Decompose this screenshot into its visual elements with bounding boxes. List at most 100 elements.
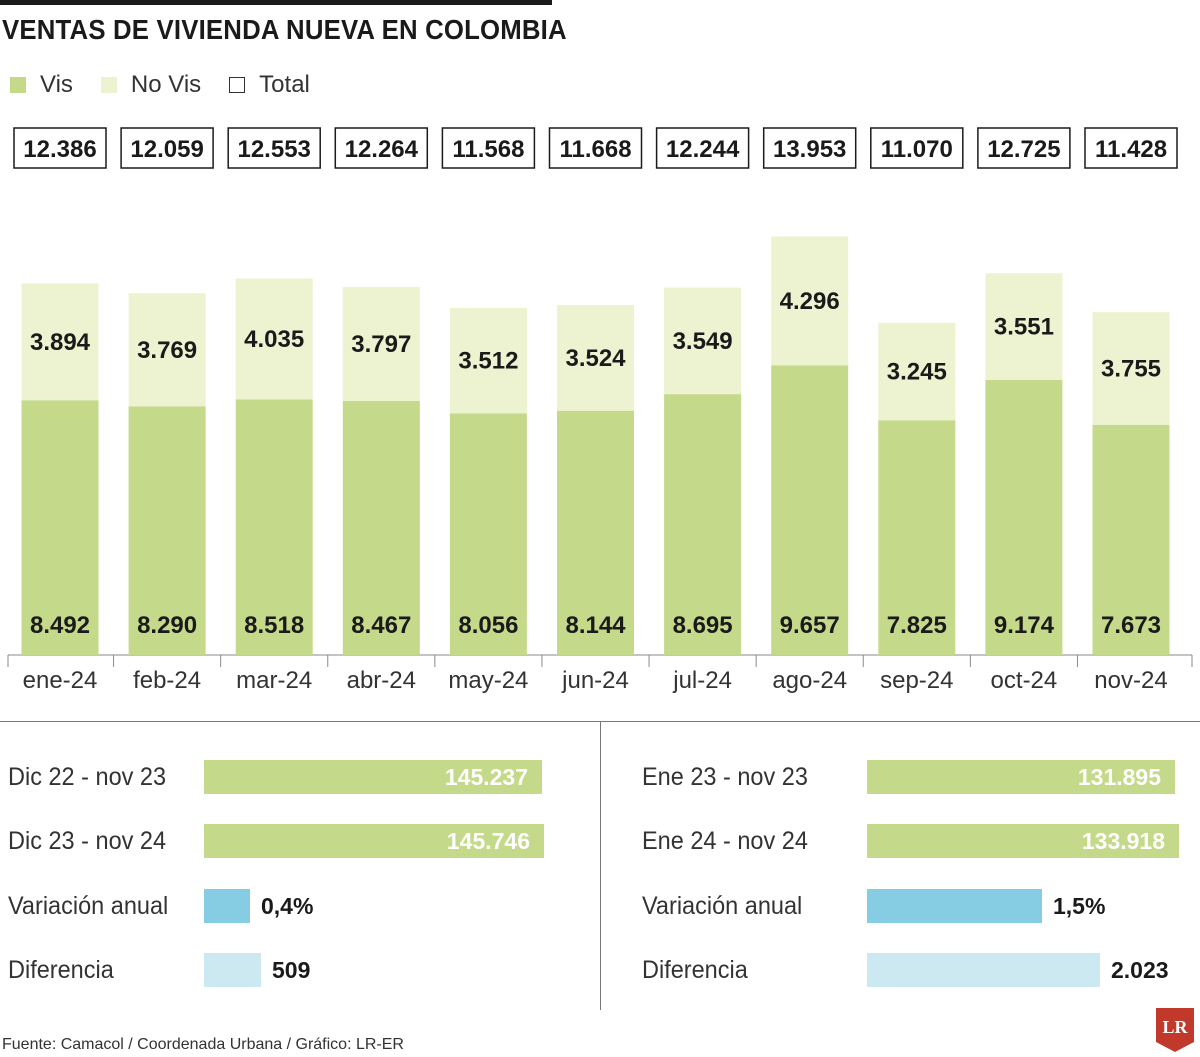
bar-no-vis-abr-24 bbox=[342, 287, 420, 401]
bar-no-vis-ago-24 bbox=[771, 236, 849, 366]
legend-swatch-no-vis bbox=[100, 77, 117, 93]
label-no-vis-ene-24: 3.894 bbox=[30, 329, 91, 356]
x-tick-label-oct-24: oct-24 bbox=[991, 667, 1058, 694]
bar-vis-sep-24 bbox=[878, 420, 956, 655]
legend-item-no-vis: No Vis bbox=[100, 71, 201, 99]
total-label-jul-24: 12.244 bbox=[666, 136, 740, 163]
label-no-vis-jul-24: 3.549 bbox=[673, 328, 733, 355]
total-box-ene-24 bbox=[13, 127, 107, 169]
total-label-nov-24: 11.428 bbox=[1095, 136, 1167, 163]
label-vis-abr-24: 8.467 bbox=[351, 612, 411, 639]
total-box-abr-24 bbox=[334, 127, 429, 169]
legend-item-vis: Vis bbox=[10, 71, 73, 99]
bar-no-vis-ene-24 bbox=[21, 283, 99, 401]
total-box-sep-24 bbox=[870, 127, 964, 169]
stat-bar-variation bbox=[867, 889, 1042, 923]
stat-value-period: 131.895 bbox=[1077, 764, 1161, 790]
stat-label-period: Ene 23 - nov 23 bbox=[642, 763, 808, 791]
stat-bar-variation bbox=[204, 889, 250, 923]
total-label-jun-24: 11.668 bbox=[559, 136, 631, 163]
stat-label-difference: Diferencia bbox=[8, 956, 114, 984]
label-vis-sep-24: 7.825 bbox=[887, 612, 947, 639]
label-vis-ene-24: 8.492 bbox=[30, 612, 90, 639]
legend-label-total: Total bbox=[259, 71, 310, 98]
total-box-feb-24 bbox=[120, 127, 214, 169]
label-no-vis-abr-24: 3.797 bbox=[351, 331, 411, 358]
stat-value-period: 133.918 bbox=[1081, 828, 1165, 854]
label-vis-may-24: 8.056 bbox=[458, 612, 518, 639]
stat-label-variation: Variación anual bbox=[642, 892, 803, 920]
stat-value-period: 145.237 bbox=[444, 764, 528, 790]
stat-value-period: 145.746 bbox=[446, 828, 530, 854]
title-rule bbox=[0, 0, 552, 5]
chart-title: VENTAS DE VIVIENDA NUEVA EN COLOMBIA bbox=[2, 14, 567, 45]
source-note: Fuente: Camacol / Coordenada Urbana / Gr… bbox=[2, 1036, 404, 1053]
bar-vis-nov-24 bbox=[1092, 424, 1170, 655]
x-tick-label-jul-24: jul-24 bbox=[672, 667, 732, 694]
label-no-vis-jun-24: 3.524 bbox=[565, 345, 626, 372]
bar-vis-ene-24 bbox=[21, 400, 99, 655]
legend: Vis No Vis Total bbox=[10, 70, 338, 100]
x-tick-label-ago-24: ago-24 bbox=[772, 667, 847, 694]
total-box-jun-24 bbox=[548, 127, 643, 169]
stat-bar-difference bbox=[204, 953, 261, 987]
stat-bar-period: 133.918 bbox=[867, 824, 1179, 858]
bar-no-vis-sep-24 bbox=[878, 322, 956, 421]
legend-item-total: Total bbox=[229, 71, 310, 99]
legend-label-vis: Vis bbox=[40, 71, 73, 98]
label-vis-mar-24: 8.518 bbox=[244, 612, 304, 639]
x-tick-label-feb-24: feb-24 bbox=[133, 667, 201, 694]
total-label-abr-24: 12.264 bbox=[345, 136, 419, 163]
stat-value-difference: 509 bbox=[272, 957, 311, 983]
label-vis-oct-24: 9.174 bbox=[994, 612, 1055, 639]
total-label-feb-24: 12.059 bbox=[130, 136, 203, 163]
label-no-vis-feb-24: 3.769 bbox=[137, 337, 197, 364]
bar-vis-may-24 bbox=[449, 413, 527, 655]
total-box-mar-24 bbox=[227, 127, 321, 169]
label-no-vis-sep-24: 3.245 bbox=[887, 359, 947, 386]
label-no-vis-ago-24: 4.296 bbox=[780, 288, 840, 315]
stat-label-period: Dic 22 - nov 23 bbox=[8, 763, 167, 791]
stat-value-variation: 1,5% bbox=[1053, 893, 1106, 919]
total-box-ago-24 bbox=[762, 127, 857, 169]
total-box-nov-24 bbox=[1084, 127, 1178, 169]
stat-bar-period: 131.895 bbox=[867, 760, 1175, 794]
section-divider bbox=[0, 721, 1200, 722]
x-tick-label-nov-24: nov-24 bbox=[1094, 667, 1167, 694]
bar-vis-jul-24 bbox=[664, 394, 742, 655]
stat-value-difference: 2.023 bbox=[1111, 957, 1169, 983]
total-label-ene-24: 12.386 bbox=[23, 136, 96, 163]
bar-vis-ago-24 bbox=[771, 365, 849, 655]
bar-no-vis-jul-24 bbox=[664, 287, 742, 395]
total-label-oct-24: 12.725 bbox=[987, 136, 1060, 163]
total-label-mar-24: 12.553 bbox=[237, 136, 310, 163]
stat-label-variation: Variación anual bbox=[8, 892, 169, 920]
bar-no-vis-may-24 bbox=[449, 307, 527, 414]
lr-logo: LR bbox=[1156, 1008, 1194, 1052]
bar-vis-oct-24 bbox=[985, 379, 1063, 655]
label-vis-ago-24: 9.657 bbox=[780, 612, 840, 639]
bar-no-vis-feb-24 bbox=[128, 293, 206, 407]
x-tick-label-sep-24: sep-24 bbox=[880, 667, 953, 694]
stat-bar-period: 145.237 bbox=[204, 760, 542, 794]
stat-value-variation: 0,4% bbox=[261, 893, 314, 919]
x-tick-label-abr-24: abr-24 bbox=[347, 667, 416, 694]
bar-vis-feb-24 bbox=[128, 406, 206, 655]
total-box-oct-24 bbox=[977, 127, 1071, 169]
panel-divider bbox=[600, 722, 601, 1010]
label-vis-nov-24: 7.673 bbox=[1101, 612, 1161, 639]
bar-no-vis-oct-24 bbox=[985, 273, 1063, 380]
total-box-may-24 bbox=[441, 127, 536, 169]
label-no-vis-mar-24: 4.035 bbox=[244, 326, 304, 353]
bar-vis-jun-24 bbox=[557, 410, 634, 655]
total-label-may-24: 11.568 bbox=[452, 136, 524, 163]
x-tick-label-mar-24: mar-24 bbox=[236, 667, 312, 694]
stat-bar-period: 145.746 bbox=[204, 824, 544, 858]
x-tick-label-jun-24: jun-24 bbox=[561, 667, 629, 694]
bar-no-vis-jun-24 bbox=[557, 304, 634, 411]
bar-vis-mar-24 bbox=[235, 399, 313, 655]
legend-swatch-vis bbox=[10, 77, 26, 93]
svg-text:LR: LR bbox=[1162, 1017, 1188, 1037]
bar-no-vis-nov-24 bbox=[1092, 312, 1170, 425]
label-no-vis-nov-24: 3.755 bbox=[1101, 355, 1161, 382]
